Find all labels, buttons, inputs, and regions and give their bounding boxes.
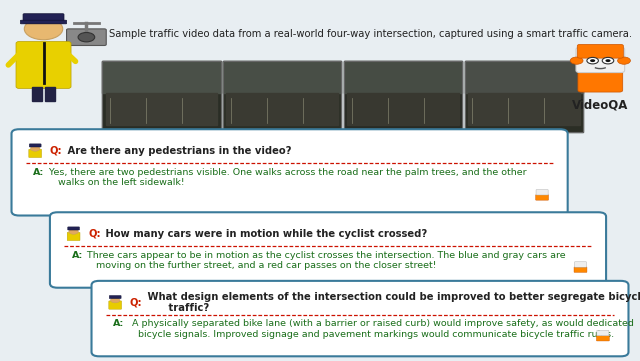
Circle shape	[24, 18, 63, 40]
FancyBboxPatch shape	[20, 20, 67, 24]
Circle shape	[31, 146, 40, 151]
FancyBboxPatch shape	[109, 301, 122, 309]
FancyBboxPatch shape	[597, 330, 609, 336]
Bar	[106, 93, 218, 125]
Text: A:: A:	[72, 251, 83, 260]
FancyBboxPatch shape	[536, 195, 548, 200]
Circle shape	[605, 59, 611, 62]
Circle shape	[570, 57, 583, 64]
FancyBboxPatch shape	[29, 149, 42, 157]
FancyBboxPatch shape	[67, 232, 80, 240]
FancyBboxPatch shape	[50, 212, 606, 288]
FancyBboxPatch shape	[23, 14, 64, 23]
Bar	[465, 61, 583, 132]
Text: How many cars were in motion while the cyclist crossed?: How many cars were in motion while the c…	[102, 229, 428, 239]
Bar	[223, 61, 342, 93]
Bar	[227, 93, 339, 125]
Bar	[223, 61, 342, 132]
Text: VideoQA: VideoQA	[572, 98, 628, 111]
Bar	[102, 61, 221, 93]
Bar	[102, 61, 221, 132]
Bar	[465, 61, 583, 93]
Bar	[344, 61, 462, 93]
Text: Are there any pedestrians in the video?: Are there any pedestrians in the video?	[64, 146, 291, 156]
Text: Q:: Q:	[88, 229, 101, 239]
Text: Q:: Q:	[50, 146, 63, 156]
Text: Sample traffic video data from a real-world four-way intersection, captured usin: Sample traffic video data from a real-wo…	[109, 29, 632, 39]
Circle shape	[110, 297, 120, 303]
Bar	[344, 61, 462, 132]
Text: A:: A:	[113, 319, 125, 329]
Bar	[32, 87, 42, 101]
Bar	[102, 61, 221, 132]
FancyBboxPatch shape	[575, 262, 586, 267]
Text: A:: A:	[33, 168, 45, 177]
FancyBboxPatch shape	[574, 267, 587, 272]
FancyBboxPatch shape	[576, 47, 625, 73]
Text: Yes, there are two pedestrians visible. One walks across the road near the palm : Yes, there are two pedestrians visible. …	[46, 168, 527, 187]
Bar	[468, 93, 580, 125]
FancyBboxPatch shape	[16, 42, 71, 88]
Text: A physically separated bike lane (with a barrier or raised curb) would improve s: A physically separated bike lane (with a…	[126, 319, 634, 339]
FancyBboxPatch shape	[109, 295, 121, 299]
Text: Q:: Q:	[130, 297, 143, 308]
FancyBboxPatch shape	[29, 144, 41, 147]
FancyBboxPatch shape	[536, 190, 548, 195]
FancyBboxPatch shape	[12, 129, 568, 216]
FancyBboxPatch shape	[578, 69, 623, 92]
Bar	[223, 61, 342, 132]
FancyBboxPatch shape	[596, 336, 609, 341]
Circle shape	[618, 57, 630, 64]
Bar	[465, 61, 583, 132]
Bar	[344, 61, 462, 132]
Text: Three cars appear to be in motion as the cyclist crosses the intersection. The b: Three cars appear to be in motion as the…	[84, 251, 566, 270]
Text: What design elements of the intersection could be improved to better segregate b: What design elements of the intersection…	[144, 292, 640, 313]
Circle shape	[587, 57, 598, 64]
Circle shape	[602, 57, 614, 64]
FancyBboxPatch shape	[67, 29, 106, 45]
Circle shape	[590, 59, 595, 62]
FancyBboxPatch shape	[577, 44, 623, 58]
Bar	[45, 87, 55, 101]
Circle shape	[69, 229, 78, 234]
Bar	[347, 93, 459, 125]
Circle shape	[78, 32, 95, 42]
FancyBboxPatch shape	[68, 227, 79, 230]
FancyBboxPatch shape	[92, 281, 628, 356]
